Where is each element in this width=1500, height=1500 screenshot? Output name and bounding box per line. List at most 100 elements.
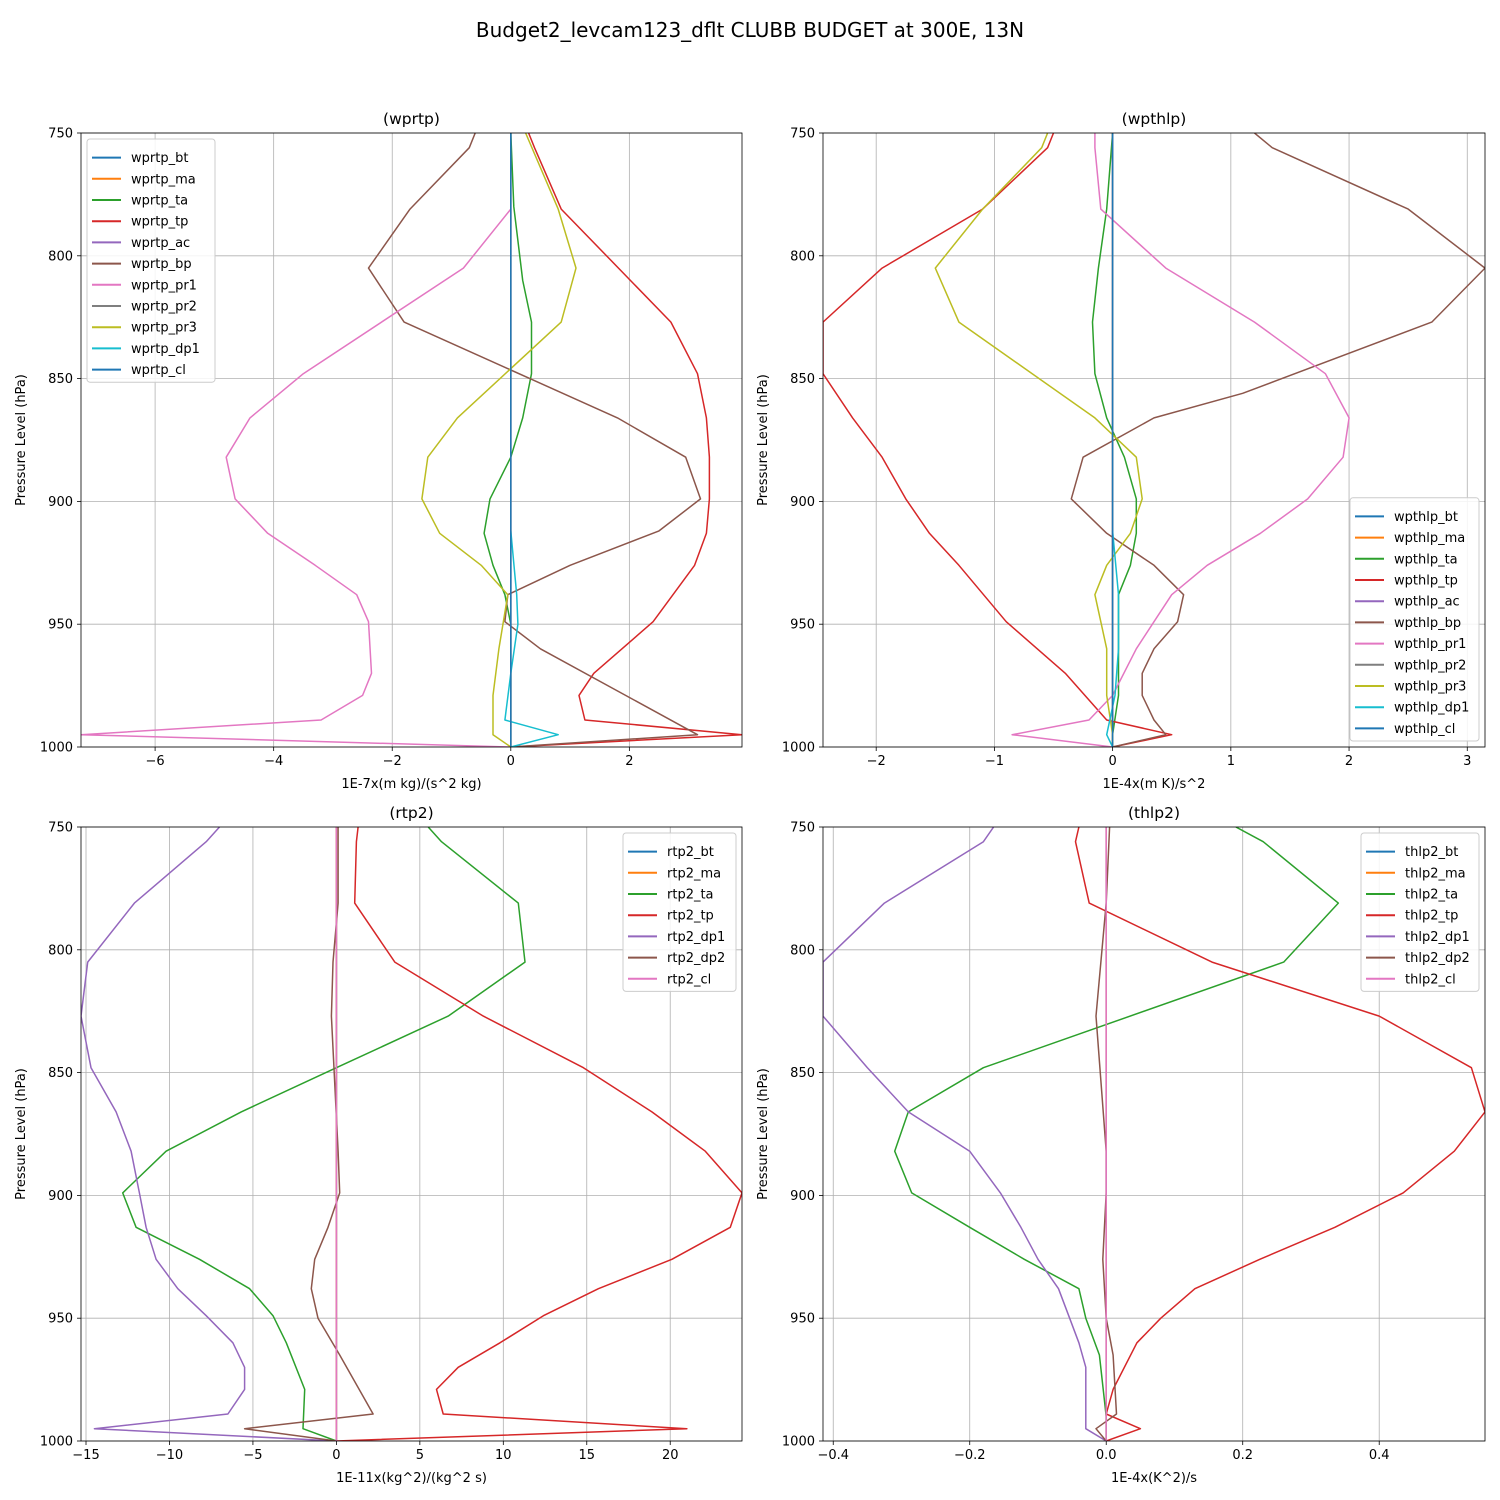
legend: wpthlp_bt wpthlp_ma wpthlp_ta wpthlp_tpwpth… (1349, 497, 1480, 742)
series-line-wpthlp_tp (823, 133, 1173, 747)
series-group (823, 133, 1485, 747)
x-axis-label: 1E-4x(m K)/s^2 (1103, 777, 1206, 792)
series-group (81, 133, 742, 747)
series-line-wprtp_pr3 (421, 133, 577, 747)
panel-rtp2: −15 −10 −5 0 5 10 15 20 750 800 850 900 950 1000 (rtp2… (14, 804, 743, 1486)
x-axis-label: 1E-7x(m kg)/(s^2 kg) (341, 777, 481, 792)
x-tick-label: −0.2 (954, 1448, 986, 1463)
legend-entry-wpthlp_tp: wpthlp_tp (1394, 574, 1458, 589)
legend-entry-wprtp_ma: wprtp_ma (131, 172, 196, 187)
legend-entry-wprtp_ac: wprtp_ac (131, 236, 190, 251)
panel-title: (wpthlp) (1122, 110, 1187, 128)
panel-title: (rtp2) (389, 804, 433, 822)
y-tick-label: 900 (48, 495, 73, 510)
series-line-rtp2_dp1 (81, 827, 337, 1441)
axes-frame (822, 826, 1486, 1442)
series-line-rtp2_dp2 (243, 827, 374, 1441)
legend-entry-wprtp_pr3: wprtp_pr3 (131, 321, 197, 336)
legend-entry-thlp2_dp2: thlp2_dp2 (1405, 951, 1470, 966)
axes-frame (80, 132, 743, 748)
legend-entry-wpthlp_pr1: wpthlp_pr1 (1394, 637, 1466, 652)
x-tick-label: −4 (264, 754, 283, 769)
panel-wpthlp: −2 −1 0 1 2 3 750 800 850 900 950 1000 (wpthlp) 1E-4x… (756, 110, 1486, 792)
x-tick-label: −1 (985, 754, 1004, 769)
y-tick-label: 900 (790, 495, 815, 510)
legend-entry-wpthlp_pr2: wpthlp_pr2 (1394, 658, 1466, 673)
y-tick-label: 950 (48, 1312, 73, 1327)
panel-title: (wprtp) (383, 110, 440, 128)
x-tick-label: 0.4 (1369, 1448, 1390, 1463)
x-tick-label: −5 (243, 1448, 262, 1463)
x-tick-label: 0 (1108, 754, 1116, 769)
legend-entry-wpthlp_bp: wpthlp_bp (1394, 616, 1461, 631)
legend-entry-thlp2_ma: thlp2_ma (1405, 866, 1466, 881)
legend-entry-wprtp_cl: wprtp_cl (131, 363, 186, 378)
legend-entry-wprtp_ta: wprtp_ta (131, 194, 188, 209)
x-tick-label: 3 (1463, 754, 1471, 769)
legend: rtp2_bt rtp2_ma rtp2_ta rtp2_tp rtp2_dp1 rtp2… (622, 832, 737, 992)
y-tick-label: 1000 (40, 741, 73, 756)
x-tick-label: 20 (662, 1448, 679, 1463)
series-line-rtp2_ta (121, 827, 526, 1441)
y-tick-label: 900 (790, 1189, 815, 1204)
x-tick-label: −10 (156, 1448, 183, 1463)
legend-entry-wpthlp_ta: wpthlp_ta (1394, 552, 1458, 567)
panel-wprtp: −6 −4 −2 0 2 750 800 850 900 950 1000 (wprtp) 1E-7x(… (14, 110, 743, 792)
y-tick-label: 950 (790, 1312, 815, 1327)
x-tick-label: 15 (578, 1448, 595, 1463)
series-group (823, 827, 1485, 1441)
y-tick-label: 800 (48, 249, 73, 264)
y-tick-label: 1000 (782, 741, 815, 756)
x-tick-label: 0.2 (1232, 1448, 1253, 1463)
y-tick-label: 1000 (40, 1435, 73, 1450)
x-tick-label: 2 (1345, 754, 1353, 769)
y-tick-label: 800 (790, 943, 815, 958)
y-axis-label: Pressure Level (hPa) (14, 1068, 29, 1200)
series-line-wprtp_tp (510, 133, 742, 747)
x-tick-label: 1 (1227, 754, 1235, 769)
legend-entry-wpthlp_pr3: wpthlp_pr3 (1394, 680, 1466, 695)
legend-entry-wpthlp_cl: wpthlp_cl (1394, 722, 1455, 737)
legend-entry-wpthlp_ma: wpthlp_ma (1394, 531, 1465, 546)
legend-entry-wprtp_pr1: wprtp_pr1 (131, 278, 197, 293)
y-tick-label: 800 (790, 249, 815, 264)
y-tick-label: 900 (48, 1189, 73, 1204)
legend-entry-wprtp_bt: wprtp_bt (131, 151, 188, 166)
legend-entry-rtp2_ta: rtp2_ta (667, 888, 714, 903)
x-tick-label: −2 (867, 754, 886, 769)
x-tick-label: −2 (383, 754, 402, 769)
x-axis-label: 1E-4x(K^2)/s (1111, 1471, 1197, 1486)
legend-entry-wprtp_pr2: wprtp_pr2 (131, 300, 197, 315)
series-line-thlp2_dp2 (1095, 827, 1118, 1441)
legend-entry-rtp2_bt: rtp2_bt (667, 845, 714, 860)
y-tick-label: 750 (790, 127, 815, 142)
x-tick-label: 2 (625, 754, 633, 769)
legend-entry-wpthlp_dp1: wpthlp_dp1 (1394, 701, 1469, 716)
y-tick-label: 950 (48, 618, 73, 633)
legend-entry-thlp2_bt: thlp2_bt (1405, 845, 1458, 860)
x-tick-label: −6 (146, 754, 165, 769)
y-tick-label: 950 (790, 618, 815, 633)
series-group (81, 827, 742, 1441)
series-line-thlp2_ta (893, 827, 1340, 1441)
series-line-wpthlp_pr3 (934, 133, 1143, 747)
y-axis-label: Pressure Level (hPa) (756, 374, 771, 506)
legend-entry-wpthlp_ac: wpthlp_ac (1394, 595, 1460, 610)
y-tick-label: 750 (790, 821, 815, 836)
legend-entry-wpthlp_bt: wpthlp_bt (1394, 510, 1458, 525)
x-tick-label: 0.0 (1096, 1448, 1117, 1463)
x-tick-label: 5 (416, 1448, 424, 1463)
panel-title: (thlp2) (1128, 804, 1180, 822)
x-axis-label: 1E-11x(kg^2)/(kg^2 s) (336, 1471, 487, 1486)
figure-title: Budget2_levcam123_dflt CLUBB BUDGET at 3… (476, 18, 1024, 42)
y-axis-label: Pressure Level (hPa) (756, 1068, 771, 1200)
y-axis-label: Pressure Level (hPa) (14, 374, 29, 506)
series-line-wprtp_bp (367, 133, 702, 747)
y-tick-label: 800 (48, 943, 73, 958)
legend: thlp2_bt thlp2_ma thlp2_ta thlp2_tp thlp2_dp… (1360, 832, 1480, 992)
legend-entry-wprtp_bp: wprtp_bp (131, 257, 192, 272)
legend-entry-rtp2_dp1: rtp2_dp1 (667, 930, 725, 945)
y-tick-label: 850 (790, 372, 815, 387)
x-tick-label: 10 (495, 1448, 512, 1463)
